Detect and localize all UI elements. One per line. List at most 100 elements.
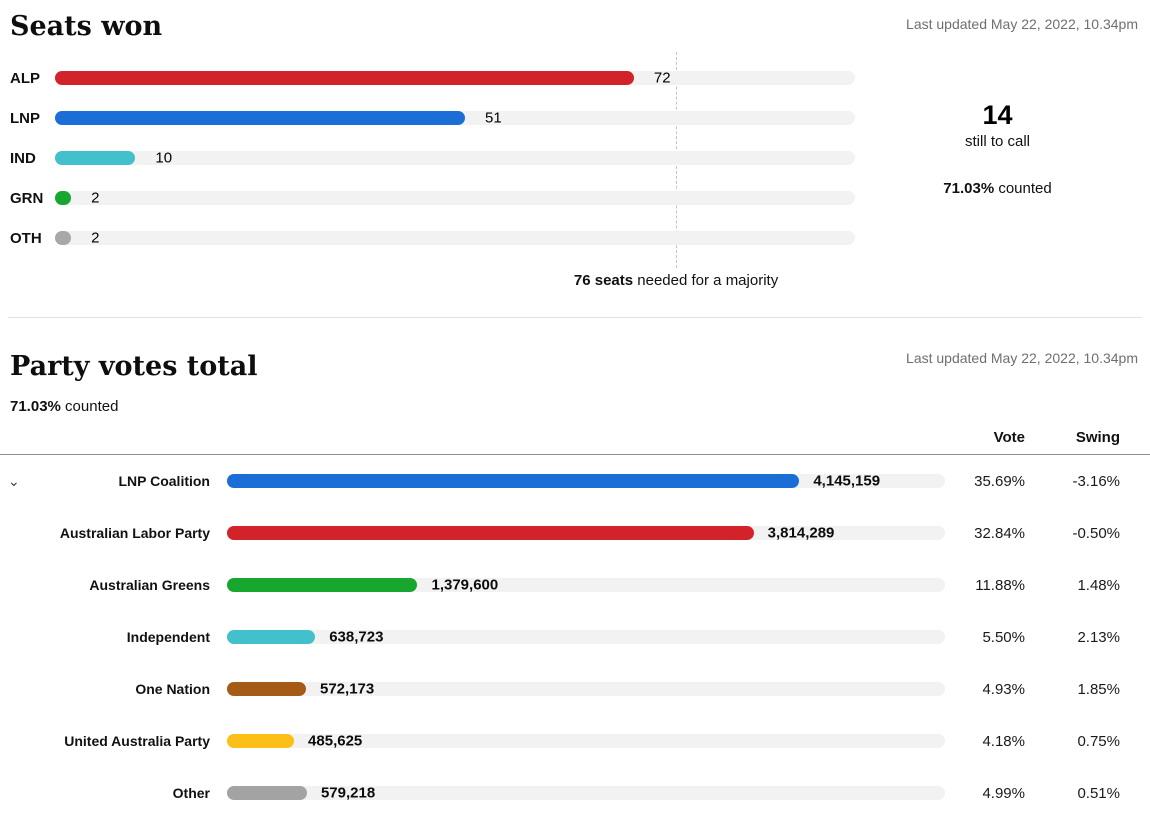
swing-percent: 0.51% <box>1077 784 1120 802</box>
vote-percent: 11.88% <box>975 576 1025 594</box>
votes-counted-percentage: 71.03% counted <box>10 398 1150 415</box>
seat-value-label: 2 <box>91 189 100 207</box>
votes-table-row: United Australia Party 485,625 4.18% 0.7… <box>0 715 1150 767</box>
seat-value-label: 2 <box>91 229 100 247</box>
votes-table-row: Australian Greens 1,379,600 11.88% 1.48% <box>0 559 1150 611</box>
votes-last-updated-label: Last updated May 22, 2022, 10.34pm <box>906 350 1138 366</box>
votes-table-row: Independent 638,723 5.50% 2.13% <box>0 611 1150 663</box>
swing-percent: -3.16% <box>1072 472 1120 490</box>
party-code-label: OTH <box>10 229 42 247</box>
bar-track: 10 <box>55 149 855 167</box>
party-code-label: GRN <box>10 189 44 207</box>
majority-note-rest: needed for a majority <box>633 272 779 289</box>
bar-track: 4,145,159 <box>227 472 945 490</box>
seats-bar-row: ALP 72 <box>10 58 870 98</box>
vote-count-label: 579,218 <box>320 784 376 802</box>
seat-bar <box>55 191 72 205</box>
party-votes-title: Party votes total <box>10 351 258 382</box>
party-votes-section: Party votes total Last updated May 22, 2… <box>0 318 1150 819</box>
seats-counted-pct: 71.03% <box>943 180 995 197</box>
seats-rows: ALP 72 LNP 51 IND 10 GRN 2 OTH 2 <box>10 58 870 258</box>
votes-counted-pct: 71.03% <box>10 398 61 415</box>
party-name-label: Australian Labor Party <box>59 525 210 541</box>
party-code-label: LNP <box>10 109 40 127</box>
vote-count-label: 4,145,159 <box>813 472 881 490</box>
bar-track: 572,173 <box>227 680 945 698</box>
vote-count-label: 485,625 <box>308 732 363 750</box>
bar-track: 1,379,600 <box>227 576 945 594</box>
vote-column-header: Vote <box>993 429 1025 446</box>
bar-track: 485,625 <box>227 732 945 750</box>
vote-percent: 4.18% <box>982 732 1025 750</box>
party-code-label: IND <box>10 149 36 167</box>
seats-bar-row: LNP 51 <box>10 98 870 138</box>
seat-value-label: 72 <box>653 69 671 87</box>
vote-bar <box>227 682 306 696</box>
seat-bar <box>55 111 466 125</box>
votes-table-row: Australian Labor Party 3,814,289 32.84% … <box>0 507 1150 559</box>
chevron-down-icon[interactable]: ⌄ <box>8 473 20 489</box>
vote-bar <box>227 734 295 748</box>
seats-last-updated-label: Last updated May 22, 2022, 10.34pm <box>906 16 1138 32</box>
votes-table-row: Other 579,218 4.99% 0.51% <box>0 767 1150 819</box>
seats-counted-percentage: 71.03% counted <box>905 180 1090 197</box>
still-to-call-label: still to call <box>964 133 1031 150</box>
vote-bar <box>227 474 800 488</box>
vote-count-label: 1,379,600 <box>431 576 499 594</box>
party-name-label: LNP Coalition <box>118 473 210 489</box>
party-code-label: ALP <box>10 69 40 87</box>
vote-count-label: 3,814,289 <box>767 524 835 542</box>
seat-bar <box>55 151 136 165</box>
vote-count-label: 638,723 <box>329 628 384 646</box>
votes-table-header: Vote Swing <box>0 419 1150 455</box>
swing-percent: 0.75% <box>1077 732 1120 750</box>
seats-won-title: Seats won <box>10 11 163 42</box>
swing-percent: 2.13% <box>1077 628 1120 646</box>
party-name-label: Independent <box>126 629 210 645</box>
votes-table-row: One Nation 572,173 4.93% 1.85% <box>0 663 1150 715</box>
vote-count-label: 572,173 <box>320 680 375 698</box>
vote-percent: 35.69% <box>974 472 1025 490</box>
seat-value-label: 51 <box>485 109 502 127</box>
majority-note-bold: 76 seats <box>573 272 634 289</box>
seats-bar-row: OTH 2 <box>10 218 870 258</box>
seats-won-section: Seats won Last updated May 22, 2022, 10.… <box>0 0 1150 317</box>
section-divider <box>8 317 1142 318</box>
vote-percent: 5.50% <box>982 628 1025 646</box>
still-to-call-panel: 14 still to call 71.03% counted <box>905 100 1090 197</box>
vote-bar <box>227 578 418 592</box>
seat-bar <box>55 71 634 85</box>
party-name-label: Other <box>172 785 210 801</box>
vote-percent: 32.84% <box>974 524 1025 542</box>
bar-track: 51 <box>55 109 855 127</box>
vote-bar <box>227 786 307 800</box>
bar-track: 3,814,289 <box>227 524 945 542</box>
bar-track: 2 <box>55 189 855 207</box>
seats-bar-row: GRN 2 <box>10 178 870 218</box>
bar-track: 2 <box>55 229 855 247</box>
seats-bar-chart: ALP 72 LNP 51 IND 10 GRN 2 OTH 2 76 seat… <box>10 52 870 289</box>
majority-note: 76 seats needed for a majority <box>574 272 778 289</box>
party-name-label: Australian Greens <box>89 577 210 593</box>
votes-table-body: ⌄ LNP Coalition 4,145,159 35.69% -3.16% … <box>0 455 1150 819</box>
swing-percent: -0.50% <box>1072 524 1120 542</box>
swing-column-header: Swing <box>1075 429 1120 446</box>
vote-bar <box>227 630 316 644</box>
seats-counted-suffix: counted <box>994 180 1052 197</box>
seat-bar <box>55 231 72 245</box>
vote-bar <box>227 526 754 540</box>
seats-bar-row: IND 10 <box>10 138 870 178</box>
bar-track: 638,723 <box>227 628 945 646</box>
party-name-label: One Nation <box>135 681 210 697</box>
vote-percent: 4.93% <box>982 680 1025 698</box>
bar-track: 72 <box>55 69 855 87</box>
vote-percent: 4.99% <box>982 784 1025 802</box>
still-to-call-value: 14 <box>982 100 1013 130</box>
votes-table-row: ⌄ LNP Coalition 4,145,159 35.69% -3.16% <box>0 455 1150 507</box>
swing-percent: 1.85% <box>1077 680 1120 698</box>
party-name-label: United Australia Party <box>64 733 210 749</box>
seat-value-label: 10 <box>155 149 173 167</box>
bar-track: 579,218 <box>227 784 945 802</box>
votes-counted-suffix: counted <box>60 398 119 415</box>
swing-percent: 1.48% <box>1077 576 1120 594</box>
